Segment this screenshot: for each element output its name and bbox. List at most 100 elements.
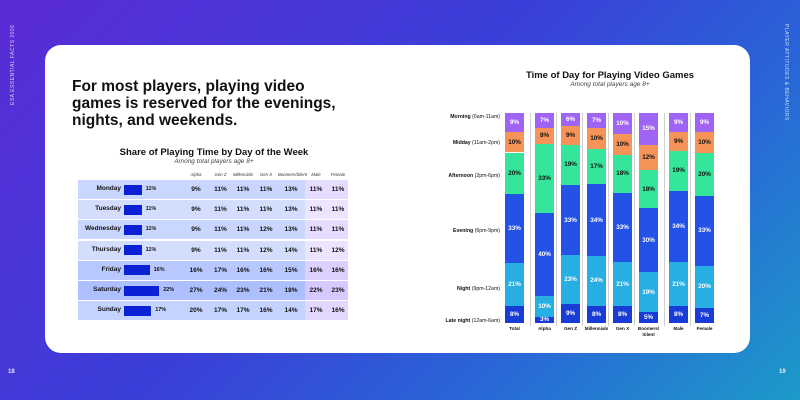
table-cell: 17% bbox=[213, 307, 227, 315]
column-header: Male bbox=[311, 172, 321, 177]
column-divider bbox=[664, 113, 665, 326]
table-cell: 16% bbox=[331, 266, 345, 274]
stack-column: 8% 21% 33% 18% 10% 10% bbox=[613, 113, 632, 323]
table-cell: 14% bbox=[284, 246, 298, 254]
day-total-bar bbox=[124, 265, 150, 276]
table-cell: 9% bbox=[191, 206, 201, 214]
table-cell: 17% bbox=[213, 266, 227, 274]
table-cell: 12% bbox=[331, 246, 345, 254]
stack-column: 8% 21% 33% 20% 10% 9% bbox=[505, 113, 524, 323]
time-of-day-name: Morning bbox=[450, 114, 471, 120]
table-row bbox=[78, 200, 348, 220]
stack-segment: 5% bbox=[639, 312, 658, 323]
table-cell: 16% bbox=[189, 266, 203, 274]
table-cell: 11% bbox=[214, 206, 227, 214]
table-cell: 11% bbox=[236, 186, 250, 193]
gender-cell-bg bbox=[305, 200, 348, 220]
time-of-day-range: (2pm-6pm) bbox=[473, 173, 500, 179]
table-cell: 11% bbox=[309, 246, 323, 254]
day-total-bar bbox=[124, 184, 142, 195]
table-cell: 16% bbox=[236, 266, 250, 274]
table-cell: 17% bbox=[236, 307, 250, 315]
stack-segment: 8% bbox=[669, 306, 688, 323]
table-cell: 12% bbox=[259, 226, 273, 234]
category-label: Alpha bbox=[538, 326, 551, 331]
table-cell: 11% bbox=[331, 186, 345, 193]
stack-segment: 9% bbox=[669, 131, 688, 151]
stack-segment: 7% bbox=[695, 308, 714, 323]
stack-segment: 9% bbox=[561, 303, 580, 323]
stack-chart-subtitle: Among total players age 8+ bbox=[570, 81, 650, 88]
stack-segment: 34% bbox=[669, 190, 688, 263]
gender-cell-bg bbox=[305, 240, 348, 260]
stack-segment: 33% bbox=[535, 144, 554, 213]
stack-segment: 21% bbox=[669, 262, 688, 307]
stack-segment: 8% bbox=[505, 306, 524, 323]
table-subtitle: Among total players age 8+ bbox=[174, 158, 254, 165]
stack-segment: 3% bbox=[535, 316, 554, 323]
stack-segment: 10% bbox=[535, 295, 554, 317]
table-cell: 13% bbox=[284, 226, 298, 234]
day-label: Sunday bbox=[97, 306, 121, 314]
stack-segment: 9% bbox=[695, 113, 714, 133]
day-total-bar bbox=[124, 285, 160, 296]
stack-segment: 7% bbox=[587, 113, 606, 128]
table-cell: 20% bbox=[189, 307, 203, 315]
table-cell: 16% bbox=[259, 266, 273, 274]
day-label: Friday bbox=[101, 265, 121, 273]
time-of-day-name: Afternoon bbox=[448, 173, 474, 179]
table-row bbox=[78, 240, 348, 260]
headline: For most players, playing video games is… bbox=[72, 78, 336, 129]
stack-segment: 34% bbox=[587, 184, 606, 256]
table-cell: 22% bbox=[309, 287, 323, 294]
table-cell: 11% bbox=[214, 186, 227, 193]
stack-segment: 30% bbox=[639, 208, 658, 273]
time-of-day-label: Morning (6am-11am) bbox=[386, 114, 500, 120]
table-row bbox=[78, 180, 348, 199]
stack-column: 8% 24% 34% 17% 10% 7% bbox=[587, 113, 606, 323]
table-cell: 11% bbox=[236, 226, 250, 234]
stack-segment: 19% bbox=[669, 150, 688, 191]
stack-segment: 20% bbox=[505, 152, 524, 195]
table-cell: 16% bbox=[259, 307, 273, 315]
stack-column: 5% 19% 30% 18% 12% 15% bbox=[639, 113, 658, 323]
table-row bbox=[78, 220, 348, 240]
stack-segment: 10% bbox=[505, 131, 524, 153]
table-cell: 11% bbox=[259, 186, 273, 193]
table-cell: 11% bbox=[331, 226, 345, 234]
day-total-value: 11% bbox=[145, 226, 157, 233]
table-cell: 27% bbox=[189, 287, 203, 294]
category-label: Millennials bbox=[584, 326, 609, 331]
column-divider bbox=[634, 113, 635, 326]
stack-segment: 10% bbox=[613, 113, 632, 134]
column-header: Boomers/Silent bbox=[278, 172, 308, 177]
stack-segment: 33% bbox=[695, 195, 714, 266]
stack-segment: 9% bbox=[561, 125, 580, 145]
column-divider bbox=[608, 113, 609, 326]
column-header: Female bbox=[330, 172, 346, 177]
column-divider bbox=[556, 113, 557, 326]
page-number-right: 19 bbox=[779, 369, 786, 375]
table-cell: 13% bbox=[284, 186, 298, 193]
category-label: Total bbox=[509, 326, 520, 331]
stack-column: 9% 23% 33% 19% 9% 6% bbox=[561, 113, 580, 323]
column-header: Millennials bbox=[232, 172, 254, 177]
stack-segment: 18% bbox=[613, 155, 632, 193]
table-cell: 11% bbox=[214, 246, 227, 254]
day-total-value: 11% bbox=[145, 186, 157, 192]
time-of-day-range: (9pm-12am) bbox=[470, 286, 500, 292]
gender-cell-bg bbox=[305, 260, 348, 280]
column-header: Alpha bbox=[190, 172, 202, 177]
day-total-bar bbox=[124, 224, 142, 235]
stack-segment: 9% bbox=[669, 113, 688, 132]
gender-cell-bg bbox=[305, 180, 348, 199]
stack-column: 8% 21% 34% 19% 9% 9% bbox=[669, 113, 688, 323]
stack-segment: 21% bbox=[613, 262, 632, 307]
stack-column: 3% 10% 40% 33% 8% 7% bbox=[535, 113, 554, 323]
table-cell: 9% bbox=[191, 246, 201, 254]
stack-segment: 10% bbox=[695, 132, 714, 154]
stack-segment: 15% bbox=[639, 113, 658, 145]
time-of-day-name: Late night bbox=[445, 318, 471, 324]
table-cell: 11% bbox=[309, 186, 323, 193]
time-of-day-name: Evening bbox=[453, 228, 474, 234]
